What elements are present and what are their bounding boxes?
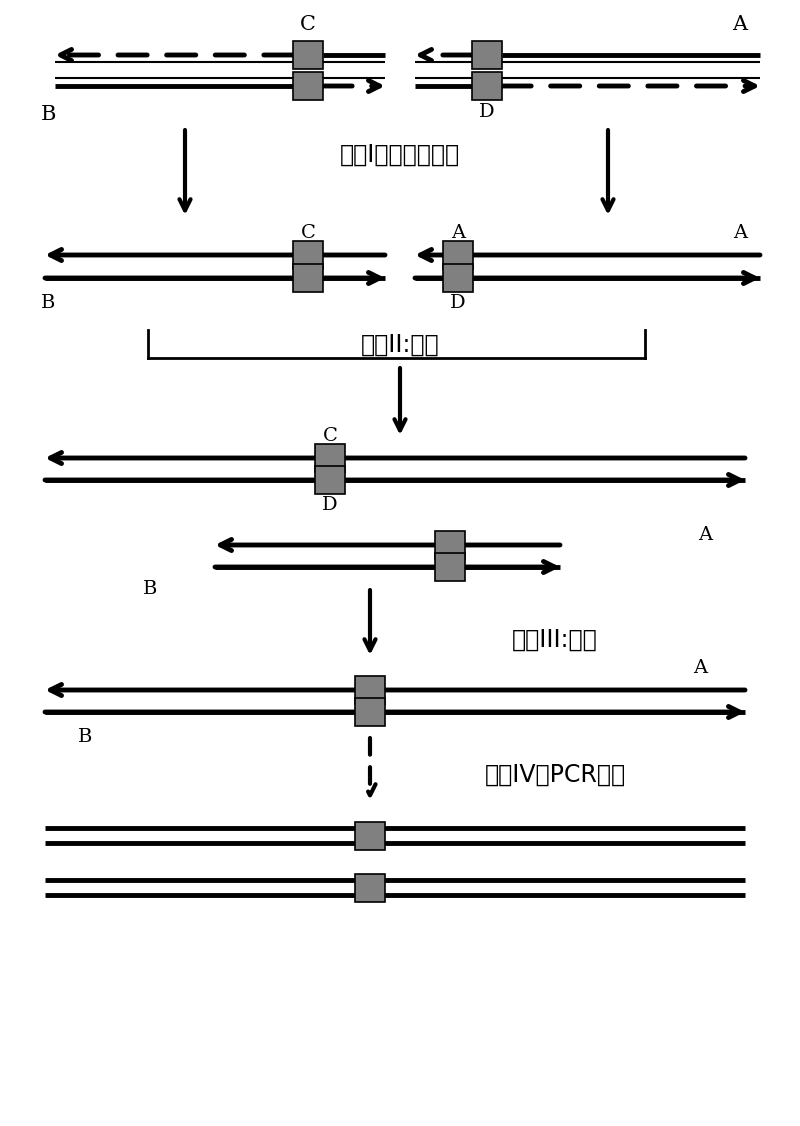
Text: A: A xyxy=(451,224,465,242)
Text: B: B xyxy=(41,294,55,312)
Text: D: D xyxy=(322,495,338,513)
Bar xyxy=(443,263,473,292)
Text: B: B xyxy=(40,106,56,125)
Text: 步骤IV：PCR扩增: 步骤IV：PCR扩增 xyxy=(485,763,626,787)
Bar xyxy=(472,72,502,100)
Text: C: C xyxy=(300,16,316,35)
Bar xyxy=(355,676,385,704)
Text: C: C xyxy=(322,427,338,445)
Bar xyxy=(355,822,385,849)
Text: C: C xyxy=(301,224,315,242)
Bar xyxy=(435,531,465,558)
Text: B: B xyxy=(78,729,92,747)
Text: A: A xyxy=(733,16,747,35)
Bar xyxy=(293,41,323,69)
Text: B: B xyxy=(143,580,157,598)
Bar xyxy=(355,874,385,902)
Bar xyxy=(293,263,323,292)
Bar xyxy=(315,466,345,494)
Text: D: D xyxy=(450,294,466,312)
Text: A: A xyxy=(693,659,707,677)
Bar xyxy=(443,241,473,269)
Text: 步骤II:接合: 步骤II:接合 xyxy=(361,333,439,357)
Text: 步骤I：错配的插入: 步骤I：错配的插入 xyxy=(340,143,460,167)
Text: A: A xyxy=(733,224,747,242)
Bar xyxy=(315,444,345,472)
Bar xyxy=(355,698,385,726)
Bar xyxy=(293,72,323,100)
Bar xyxy=(435,553,465,581)
Text: 步骤III:延伸: 步骤III:延伸 xyxy=(512,628,598,652)
Bar xyxy=(293,241,323,269)
Text: A: A xyxy=(698,526,712,544)
Bar xyxy=(472,41,502,69)
Text: D: D xyxy=(479,102,495,120)
